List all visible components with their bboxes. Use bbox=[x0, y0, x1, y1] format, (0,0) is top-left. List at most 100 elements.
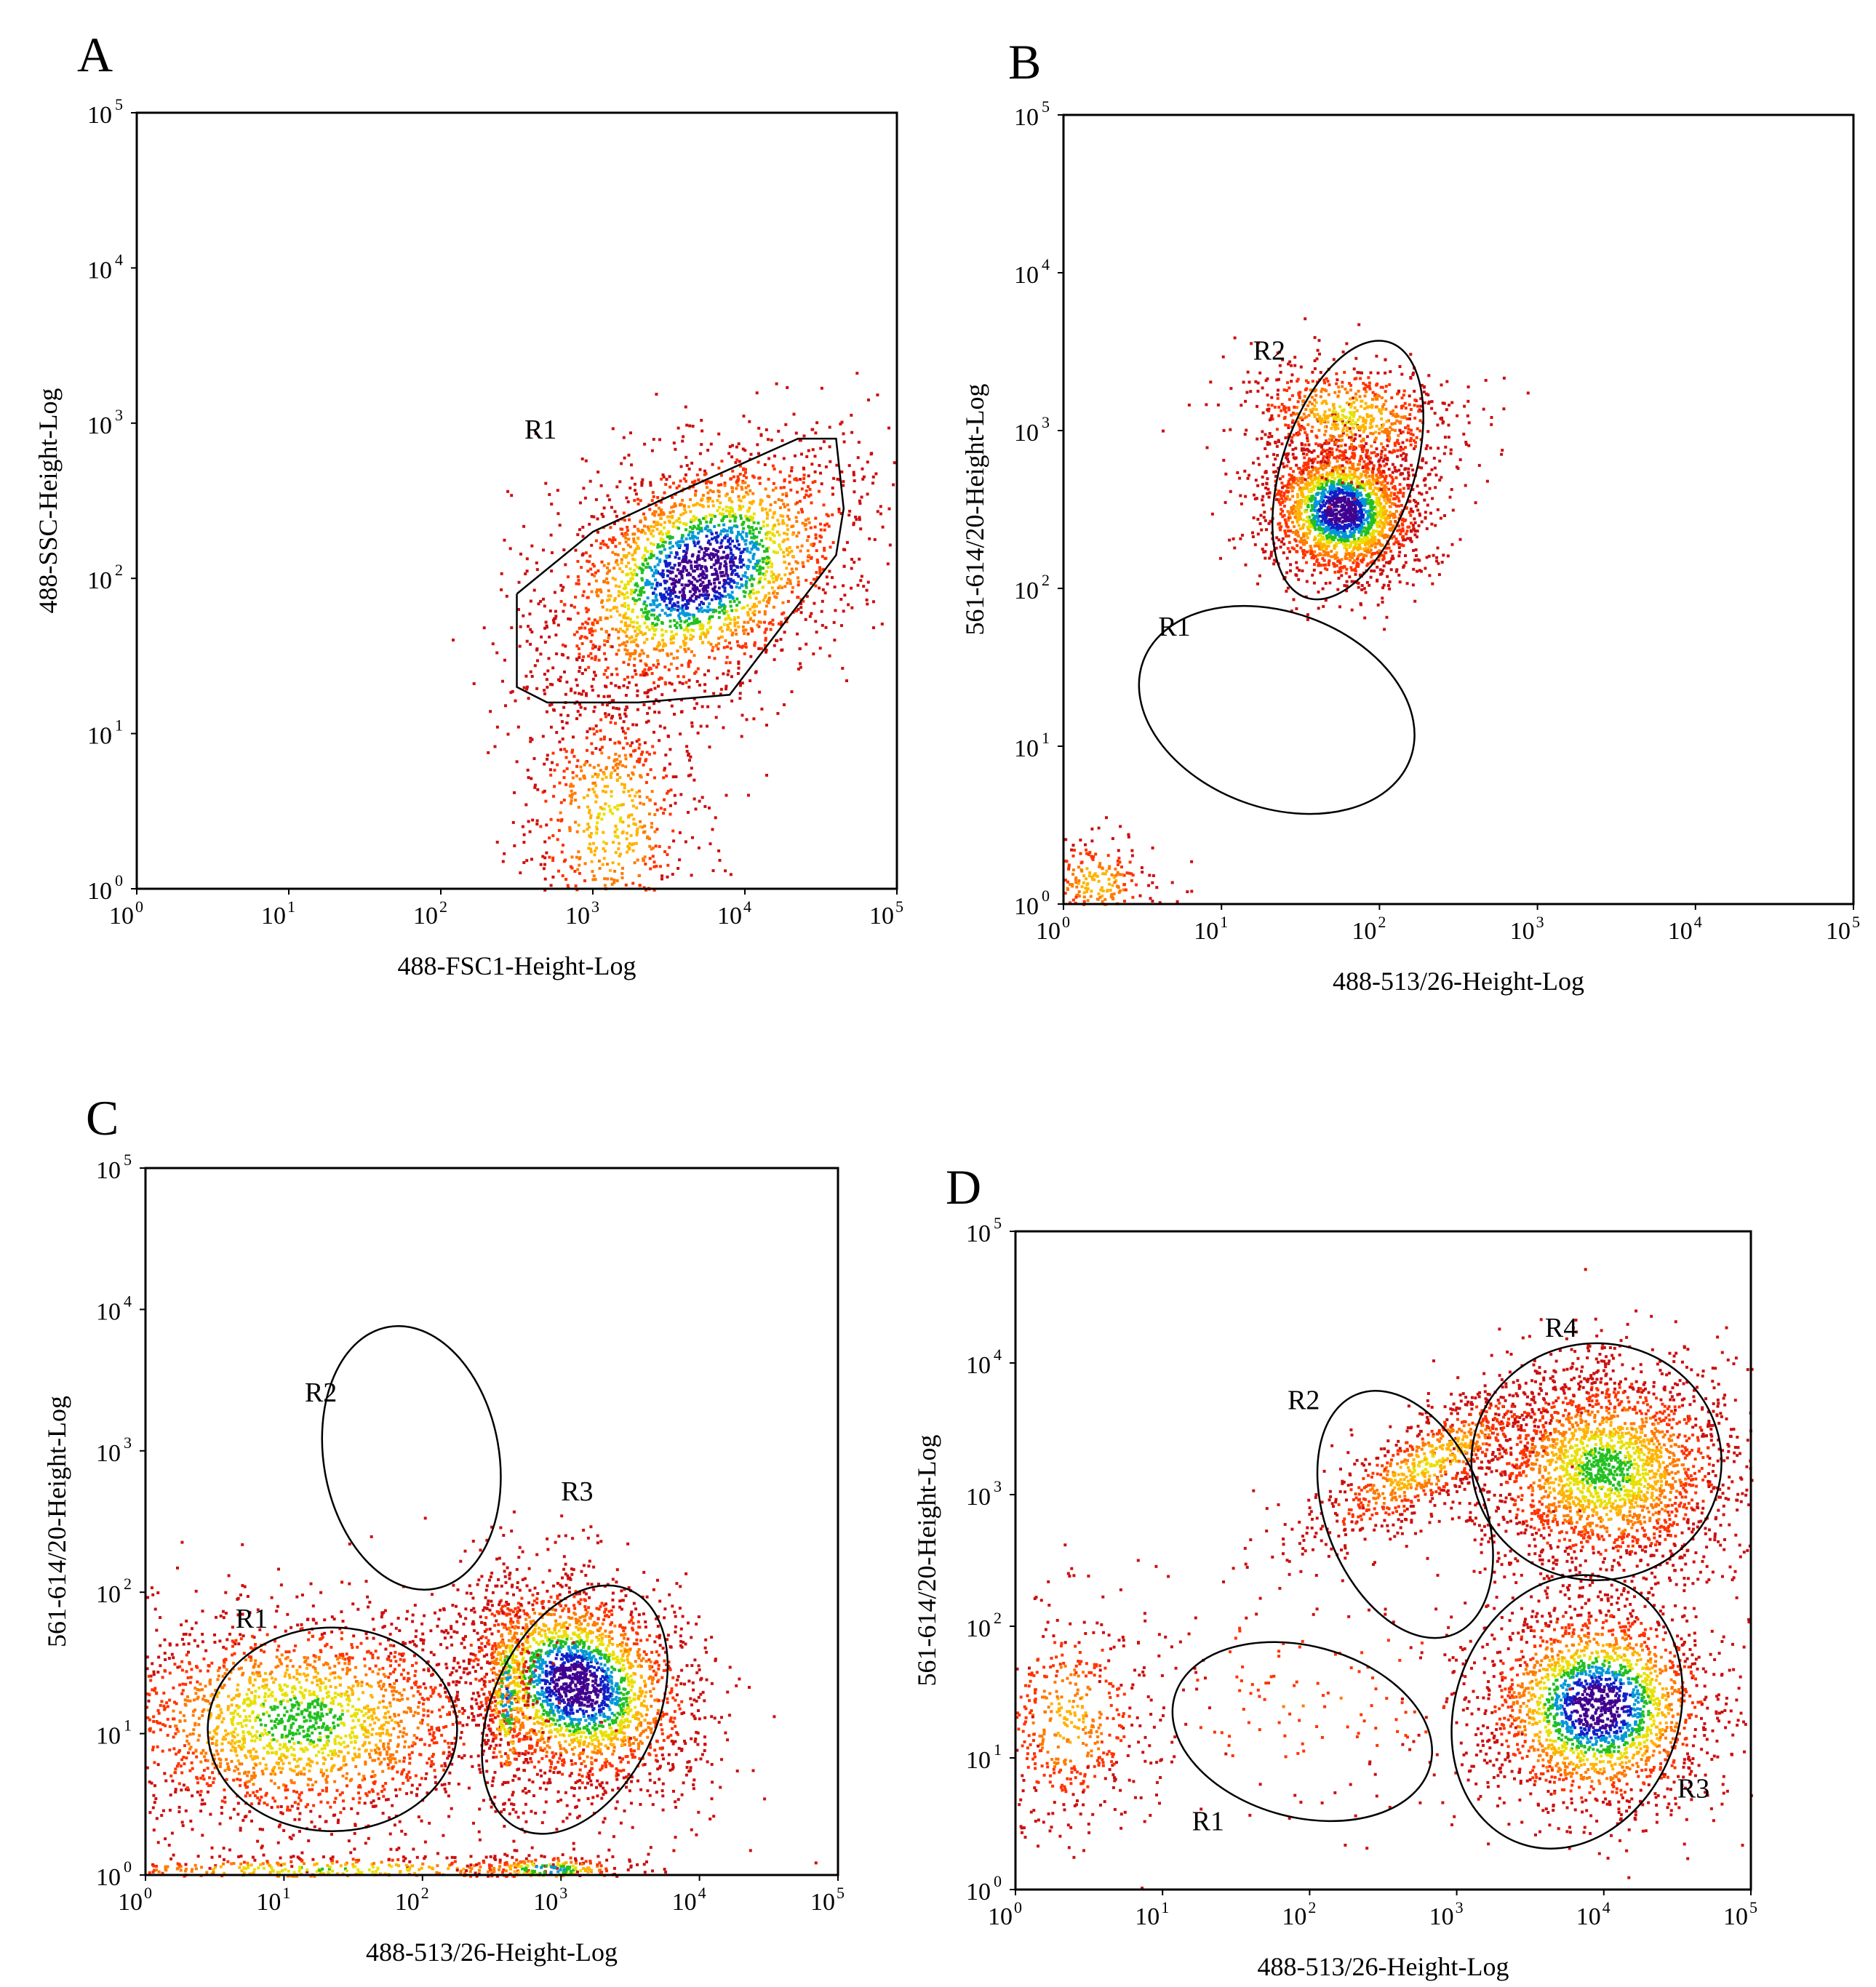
event-dot bbox=[1360, 530, 1364, 534]
event-dot bbox=[632, 639, 636, 642]
event-dot bbox=[603, 877, 607, 881]
event-dot bbox=[591, 870, 594, 873]
event-dot bbox=[620, 561, 623, 564]
event-dot bbox=[1333, 491, 1337, 495]
event-dot bbox=[689, 755, 692, 759]
event-dot bbox=[814, 431, 818, 435]
event-dot bbox=[618, 855, 621, 857]
event-dot bbox=[615, 758, 619, 761]
event-dot bbox=[639, 673, 642, 677]
event-dot bbox=[664, 560, 668, 564]
event-dot bbox=[1327, 464, 1330, 468]
event-dot bbox=[842, 609, 845, 613]
event-dot bbox=[706, 596, 709, 600]
event-dot bbox=[668, 613, 672, 617]
event-dot bbox=[695, 619, 699, 623]
event-dot bbox=[685, 619, 688, 623]
event-dot bbox=[684, 583, 687, 587]
event-dot bbox=[1322, 537, 1325, 541]
event-dot bbox=[533, 664, 537, 668]
panel-letter: B bbox=[1008, 34, 1041, 89]
event-dot bbox=[755, 591, 759, 594]
event-dot bbox=[731, 569, 735, 572]
event-dot bbox=[680, 576, 684, 580]
event-dot bbox=[1386, 522, 1390, 526]
event-dot bbox=[672, 636, 676, 640]
event-dot bbox=[685, 545, 689, 549]
gates: R1 bbox=[516, 415, 845, 704]
event-dot bbox=[1381, 475, 1384, 479]
event-dot bbox=[777, 429, 781, 433]
event-dot bbox=[681, 611, 684, 615]
event-dot bbox=[526, 768, 530, 772]
event-dot bbox=[839, 512, 843, 516]
event-dot bbox=[1330, 537, 1333, 541]
event-dot bbox=[672, 619, 676, 623]
event-dot bbox=[495, 840, 499, 844]
event-dot bbox=[700, 497, 704, 500]
event-dot bbox=[1397, 554, 1401, 558]
event-dot bbox=[631, 849, 635, 852]
event-dot bbox=[472, 682, 476, 685]
event-dot bbox=[738, 645, 742, 649]
event-dot bbox=[1302, 549, 1306, 553]
event-dot bbox=[739, 516, 743, 520]
event-dot bbox=[730, 528, 733, 532]
event-dot bbox=[663, 850, 667, 853]
event-dot bbox=[764, 639, 767, 642]
event-dot bbox=[591, 775, 594, 778]
event-dot bbox=[1334, 522, 1338, 526]
event-dot bbox=[1352, 540, 1356, 544]
event-dot bbox=[1333, 527, 1337, 530]
event-dot bbox=[629, 577, 633, 580]
event-dot bbox=[783, 631, 786, 634]
event-dot bbox=[691, 531, 695, 535]
event-dot bbox=[682, 555, 685, 559]
event-dot bbox=[1399, 473, 1402, 476]
event-dot bbox=[615, 707, 618, 710]
event-dot bbox=[1424, 516, 1427, 520]
event-dot bbox=[1333, 532, 1337, 535]
event-dot bbox=[765, 559, 768, 563]
event-dot bbox=[1343, 455, 1346, 457]
event-dot bbox=[650, 550, 653, 553]
event-dot bbox=[717, 495, 721, 498]
event-dot bbox=[732, 561, 735, 564]
event-dot bbox=[1391, 471, 1394, 474]
x-axis-ticks: 10 0 10 1 10 2 10 3 10 4 10 5 bbox=[109, 889, 903, 929]
event-dot bbox=[681, 596, 684, 600]
event-dot bbox=[1253, 493, 1256, 497]
event-dot bbox=[719, 626, 723, 630]
event-dot bbox=[1325, 547, 1328, 551]
event-dot bbox=[779, 638, 783, 641]
event-dot bbox=[689, 637, 692, 641]
event-dot bbox=[614, 584, 618, 588]
event-dot bbox=[682, 557, 686, 561]
event-dot bbox=[706, 630, 710, 633]
event-dot bbox=[1331, 497, 1335, 500]
event-dot bbox=[649, 768, 652, 772]
event-dot bbox=[1325, 516, 1328, 520]
y-tick-exp: 3 bbox=[115, 406, 123, 424]
event-dot bbox=[580, 692, 583, 696]
event-dot bbox=[1366, 562, 1370, 566]
event-dot bbox=[1356, 513, 1360, 516]
event-dot bbox=[599, 484, 603, 487]
event-dot bbox=[755, 547, 759, 551]
event-dot bbox=[730, 500, 734, 503]
event-dot bbox=[1331, 466, 1335, 470]
event-dot bbox=[736, 475, 740, 479]
event-dot bbox=[660, 510, 663, 513]
event-dot bbox=[522, 686, 526, 689]
event-dot bbox=[738, 508, 741, 511]
event-dot bbox=[1285, 489, 1288, 493]
event-dot bbox=[740, 535, 743, 539]
event-dot bbox=[1331, 495, 1335, 498]
event-dot bbox=[1365, 554, 1368, 558]
event-dot bbox=[620, 532, 624, 535]
event-dot bbox=[639, 567, 643, 570]
event-dot bbox=[821, 588, 825, 591]
event-dot bbox=[749, 529, 751, 533]
event-dot bbox=[683, 647, 687, 651]
event-dot bbox=[767, 546, 770, 550]
